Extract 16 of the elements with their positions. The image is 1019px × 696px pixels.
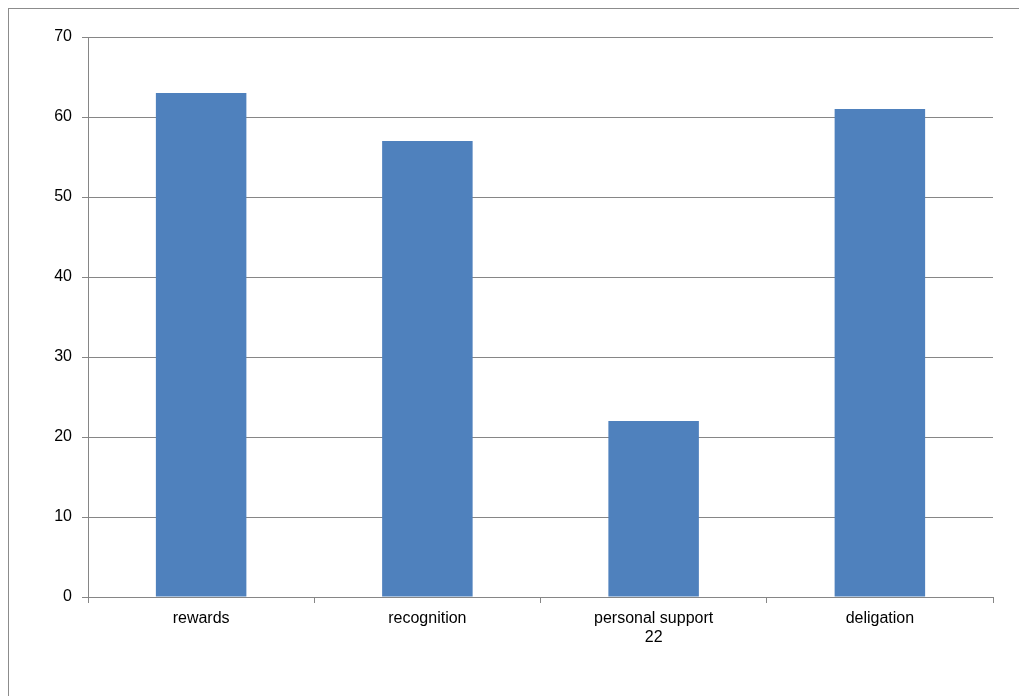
- y-tick-label: 70: [54, 27, 73, 45]
- x-tick-label: rewards: [172, 609, 230, 627]
- y-tick-label: 50: [54, 187, 73, 205]
- bar: [382, 141, 473, 597]
- y-tick-label: 30: [54, 347, 73, 365]
- y-tick-label: 20: [54, 427, 73, 445]
- x-tick-label: personal support 22: [594, 609, 714, 646]
- y-tick-label: 40: [54, 267, 73, 285]
- bar: [834, 109, 926, 597]
- y-tick-label: 0: [63, 587, 73, 605]
- x-tick-label: recognition: [388, 609, 467, 627]
- bar: [155, 93, 247, 597]
- y-tick-label: 10: [54, 507, 73, 525]
- y-tick-label: 60: [54, 107, 73, 125]
- bar: [608, 421, 699, 597]
- x-tick-label: deligation: [845, 609, 915, 627]
